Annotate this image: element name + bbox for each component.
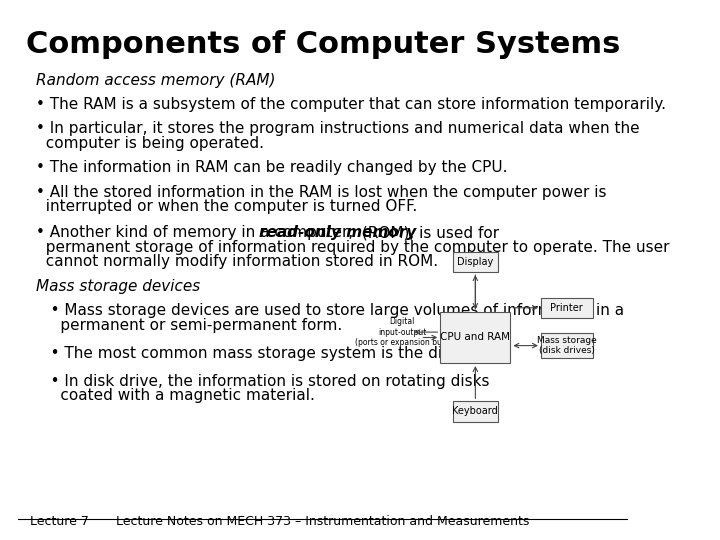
- Text: Mass storage
(disk drives): Mass storage (disk drives): [537, 336, 597, 355]
- Text: • Another kind of memory in a computer,: • Another kind of memory in a computer,: [37, 225, 359, 240]
- FancyBboxPatch shape: [541, 298, 593, 318]
- Text: Mass storage devices: Mass storage devices: [37, 279, 201, 294]
- Text: Display: Display: [457, 257, 493, 267]
- Text: • In particular, it stores the program instructions and numerical data when the: • In particular, it stores the program i…: [37, 122, 640, 137]
- Text: Components of Computer Systems: Components of Computer Systems: [26, 30, 620, 59]
- Text: Printer: Printer: [550, 303, 583, 313]
- FancyBboxPatch shape: [541, 333, 593, 358]
- FancyBboxPatch shape: [441, 312, 510, 363]
- Text: Random access memory (RAM): Random access memory (RAM): [37, 73, 276, 88]
- Text: • The RAM is a subsystem of the computer that can store information temporarily.: • The RAM is a subsystem of the computer…: [37, 97, 667, 112]
- Text: (ROM), is used for: (ROM), is used for: [356, 225, 499, 240]
- Text: • All the stored information in the RAM is lost when the computer power is: • All the stored information in the RAM …: [37, 185, 607, 200]
- Text: • In disk drive, the information is stored on rotating disks: • In disk drive, the information is stor…: [37, 374, 490, 389]
- Text: coated with a magnetic material.: coated with a magnetic material.: [37, 388, 315, 403]
- Text: permanent storage of information required by the computer to operate. The user: permanent storage of information require…: [37, 240, 670, 255]
- Text: Digital
input-output
(ports or expansion bus): Digital input-output (ports or expansion…: [355, 317, 449, 347]
- Text: computer is being operated.: computer is being operated.: [37, 136, 264, 151]
- Text: • The information in RAM can be readily changed by the CPU.: • The information in RAM can be readily …: [37, 160, 508, 176]
- Text: read-only memory: read-only memory: [259, 225, 416, 240]
- Text: • The most common mass storage system is the disk drive.: • The most common mass storage system is…: [37, 346, 508, 361]
- Text: • Mass storage devices are used to store large volumes of information in a: • Mass storage devices are used to store…: [37, 303, 624, 318]
- FancyBboxPatch shape: [452, 401, 498, 422]
- FancyBboxPatch shape: [452, 252, 498, 272]
- Text: interrupted or when the computer is turned OFF.: interrupted or when the computer is turn…: [37, 199, 418, 214]
- Text: Keyboard: Keyboard: [452, 407, 498, 416]
- Text: Lecture 7: Lecture 7: [30, 515, 89, 528]
- Text: CPU and RAM: CPU and RAM: [441, 333, 510, 342]
- Text: cannot normally modify information stored in ROM.: cannot normally modify information store…: [37, 254, 438, 269]
- Text: Lecture Notes on MECH 373 – Instrumentation and Measurements: Lecture Notes on MECH 373 – Instrumentat…: [117, 515, 530, 528]
- Text: permanent or semi-permanent form.: permanent or semi-permanent form.: [37, 318, 343, 333]
